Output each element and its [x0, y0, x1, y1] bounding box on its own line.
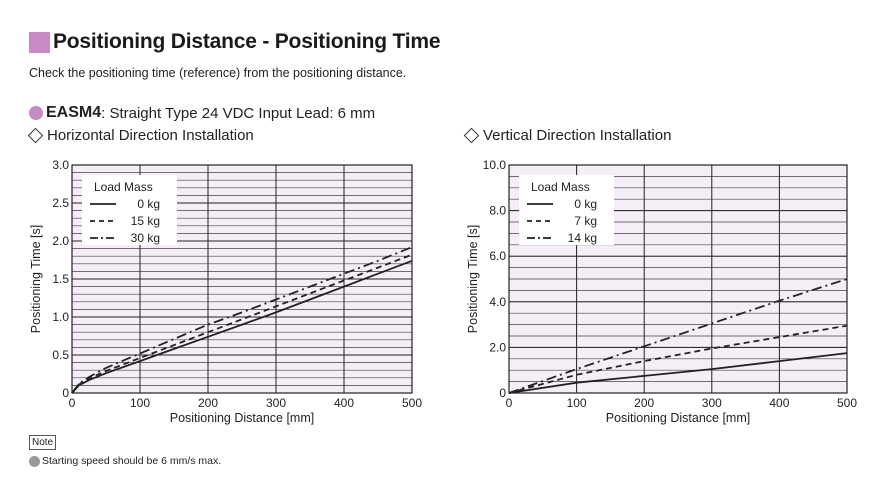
horizontal-chart: 0 100 200 300 400 500 0 0.5 1.0 1.5 2.0 2.5 3.0 Posit… — [29, 158, 422, 425]
plot-border — [508, 164, 848, 394]
page-subtitle: Check the positioning time (reference) f… — [29, 66, 407, 80]
legend-box — [82, 175, 177, 245]
legend-title: Load Mass — [94, 180, 153, 194]
section-horizontal-label: Horizontal Direction Installation — [47, 127, 254, 144]
series-line — [71, 253, 413, 394]
series-line — [508, 352, 848, 394]
y-tick-label: 8.0 — [489, 204, 506, 218]
y-tick-label: 2.0 — [52, 234, 69, 248]
product-bullet-icon — [29, 106, 43, 120]
x-tick-label: 0 — [506, 396, 513, 410]
x-tick-label: 100 — [567, 396, 587, 410]
y-tick-label: 0 — [499, 386, 506, 400]
note-label: Note — [29, 435, 57, 450]
legend-label: 0 kg — [574, 197, 597, 211]
y-axis-label: Positioning Time [s] — [466, 225, 480, 333]
x-tick-label: 400 — [334, 396, 354, 410]
y-tick-label: 2.5 — [52, 196, 69, 210]
legend-label: 0 kg — [137, 197, 160, 211]
diamond-icon — [463, 127, 480, 144]
section-vertical-label: Vertical Direction Installation — [483, 127, 672, 144]
x-tick-label: 500 — [837, 396, 857, 410]
y-tick-label: 1.0 — [52, 310, 69, 324]
x-tick-label: 200 — [198, 396, 218, 410]
section-vertical-heading: Vertical Direction Installation — [462, 127, 671, 144]
y-tick-label: 1.5 — [52, 272, 69, 286]
y-tick-label: 10.0 — [483, 158, 507, 172]
y-tick-label: 4.0 — [489, 295, 506, 309]
y-tick-label: 3.0 — [52, 158, 69, 172]
y-tick-label: 2.0 — [489, 340, 506, 354]
legend-label: 14 kg — [568, 231, 597, 245]
series-line — [71, 246, 413, 394]
x-tick-label: 300 — [266, 396, 286, 410]
title-square-icon — [29, 31, 50, 53]
legend-label: 15 kg — [131, 214, 160, 228]
y-tick-label: 6.0 — [489, 249, 506, 263]
note-item: Starting speed should be 6 mm/s max. — [29, 455, 221, 467]
series-line — [71, 259, 413, 394]
y-tick-label: 0 — [62, 386, 69, 400]
x-axis-label: Positioning Distance [mm] — [170, 411, 315, 425]
x-tick-label: 200 — [634, 396, 654, 410]
y-tick-label: 0.5 — [52, 348, 69, 362]
product-name: EASM4 — [46, 104, 102, 121]
section-horizontal-heading: Horizontal Direction Installation — [26, 127, 254, 144]
x-tick-label: 400 — [769, 396, 789, 410]
x-tick-label: 500 — [402, 396, 422, 410]
x-tick-label: 100 — [130, 396, 150, 410]
legend-title: Load Mass — [531, 180, 590, 194]
page-title-row: Positioning Distance - Positioning Time — [29, 29, 441, 55]
legend-box — [519, 175, 614, 245]
legend-label: 7 kg — [574, 214, 597, 228]
x-axis-label: Positioning Distance [mm] — [606, 411, 751, 425]
page-title: Positioning Distance - Positioning Time — [53, 30, 441, 53]
plot-border — [71, 164, 413, 394]
note-text: Starting speed should be 6 mm/s max. — [42, 455, 222, 467]
product-spec: : Straight Type 24 VDC Input Lead: 6 mm — [101, 104, 376, 122]
x-tick-label: 0 — [69, 396, 76, 410]
series-line — [508, 324, 848, 394]
note-bullet-icon — [29, 455, 40, 467]
legend-label: 30 kg — [131, 231, 160, 245]
y-axis-label: Positioning Time [s] — [29, 225, 43, 333]
vertical-chart: 0 100 200 300 400 500 0 2.0 4.0 6.0 8.0 10.0 Positio… — [466, 158, 857, 425]
product-heading: EASM4 : Straight Type 24 VDC Input Lead:… — [29, 104, 375, 122]
x-tick-label: 300 — [702, 396, 722, 410]
diamond-icon — [27, 127, 44, 144]
